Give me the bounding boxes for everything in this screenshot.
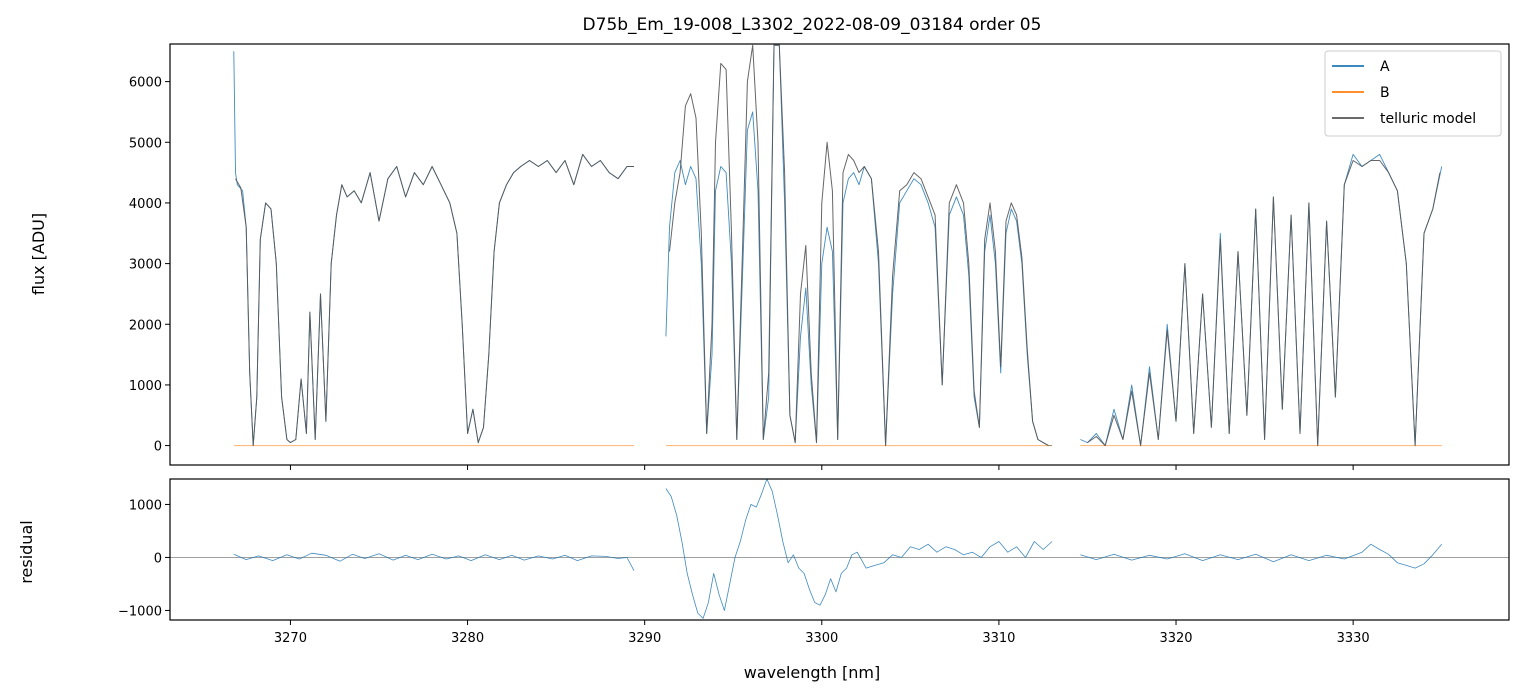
legend-box — [1324, 50, 1502, 137]
flux-y-tick-label: 5000 — [129, 136, 162, 151]
legend-label-a: A — [1380, 59, 1390, 75]
flux-series-group — [233, 44, 1443, 447]
chart-title: D75b_Em_19-008_L3302_2022-08-09_03184 or… — [583, 15, 1042, 35]
flux-series-telluric-model-segment-3 — [1087, 160, 1441, 447]
flux-series-telluric-model-segment-2 — [669, 44, 1049, 447]
residual-series-residual-segment-3 — [1080, 543, 1443, 569]
x-tick-label: 3320 — [1159, 631, 1192, 646]
residual-y-tick-label: 0 — [154, 551, 162, 566]
residual-y-tick-label: −1000 — [118, 604, 162, 619]
flux-x-ticks — [289, 465, 1354, 470]
flux-series-a-segment-3 — [1080, 153, 1443, 447]
x-tick-label: 3280 — [451, 631, 484, 646]
x-tick-label: 3290 — [628, 631, 661, 646]
residual-series-group — [170, 479, 1509, 619]
residual-x-ticks: 3270 3280 3290 3300 3310 3320 3330 — [274, 620, 1370, 646]
flux-y-tick-label: 2000 — [129, 318, 162, 333]
flux-series-a-segment-1 — [233, 51, 634, 447]
legend: A B telluric model — [1324, 50, 1502, 137]
flux-series-a-segment-2 — [665, 44, 1052, 447]
residual-series-residual-segment-2 — [665, 479, 1053, 619]
residual-panel: 3270 3280 3290 3300 3310 3320 3330 −100001000 … — [17, 478, 1510, 682]
legend-label-telluric: telluric model — [1380, 111, 1476, 127]
flux-y-tick-label: 4000 — [129, 197, 162, 212]
x-axis-label: wavelength [nm] — [744, 663, 881, 682]
residual-series-residual-segment-1 — [233, 552, 635, 571]
x-tick-label: 3310 — [982, 631, 1015, 646]
residual-y-ticks: −1000 0 1000 — [118, 498, 170, 619]
flux-panel: 0 1000 2000 3000 4000 5000 6000 flux [ADU] A B… — [29, 43, 1510, 470]
flux-y-tick-label: 6000 — [129, 76, 162, 91]
legend-label-b: B — [1380, 85, 1390, 101]
x-tick-label: 3300 — [805, 631, 838, 646]
flux-y-tick-label: 3000 — [129, 258, 162, 273]
residual-plot-frame — [169, 478, 1510, 621]
flux-plot-frame — [169, 43, 1510, 466]
flux-y-axis-label: flux [ADU] — [29, 213, 48, 295]
flux-series-telluric-model-segment-1 — [235, 153, 634, 447]
x-tick-label: 3330 — [1337, 631, 1370, 646]
residual-y-tick-label: 1000 — [129, 498, 162, 513]
residual-y-axis-label: residual — [17, 520, 36, 583]
flux-y-tick-label: 1000 — [129, 379, 162, 394]
flux-y-tick-label: 0 — [154, 440, 162, 455]
flux-y-ticks: 0 1000 2000 3000 4000 5000 6000 — [129, 76, 170, 455]
x-tick-label: 3270 — [274, 631, 307, 646]
